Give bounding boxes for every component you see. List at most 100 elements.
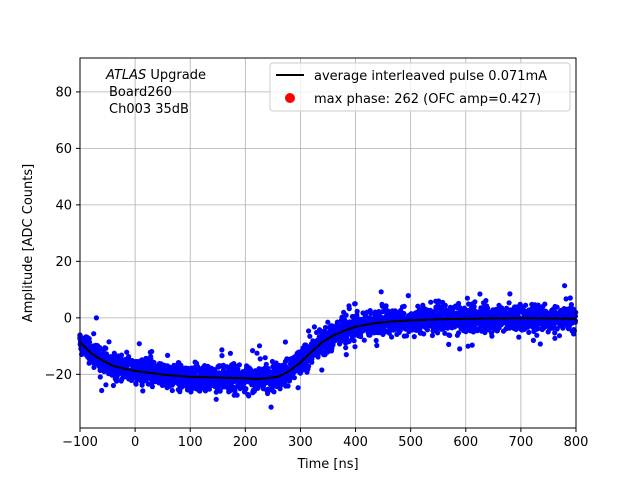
x-axis-label: Time [ns] (296, 457, 358, 472)
scatter-point (552, 330, 558, 336)
scatter-point (103, 345, 109, 351)
x-tick-label: 0 (131, 435, 139, 450)
y-tick-label: 80 (55, 85, 72, 100)
scatter-point (149, 384, 155, 390)
scatter-point (311, 324, 317, 330)
x-tick-label: 700 (508, 435, 533, 450)
scatter-point (169, 387, 175, 394)
scatter-point (136, 341, 142, 347)
y-tick-label: 40 (55, 198, 72, 213)
scatter-point (361, 337, 367, 343)
scatter-point (87, 339, 93, 345)
scatter-point (351, 338, 357, 344)
scatter-point (309, 359, 315, 365)
scatter-point (534, 332, 540, 338)
scatter-point (217, 388, 223, 394)
annotation-line-1: ATLAS Upgrade (105, 68, 206, 83)
scatter-point (343, 345, 349, 351)
x-tick-label: 500 (398, 435, 423, 450)
scatter-point (471, 303, 477, 310)
scatter-point (271, 389, 277, 395)
scatter-point (103, 382, 109, 388)
scatter-point (526, 329, 532, 335)
scatter-point (219, 353, 225, 359)
scatter-point (110, 382, 116, 389)
scatter-point (250, 348, 256, 354)
scatter-point (306, 328, 312, 334)
scatter-point (516, 334, 522, 340)
scatter-point (319, 367, 325, 373)
scatter-point (148, 354, 154, 360)
scatter-point (435, 330, 441, 336)
x-tick-label: 300 (288, 435, 313, 450)
annotation-line-3: Ch003 35dB (109, 102, 189, 117)
scatter-point (352, 344, 358, 350)
scatter-point (219, 347, 225, 353)
scatter-point (401, 303, 407, 309)
scatter-point (206, 386, 212, 392)
scatter-point (428, 299, 434, 305)
scatter-point (405, 293, 411, 299)
scatter-point (197, 388, 203, 394)
scatter-point (213, 396, 219, 402)
annotation-line-2: Board260 (109, 85, 172, 100)
scatter-point (140, 388, 146, 394)
x-tick-label: 600 (453, 435, 478, 450)
x-ticks: −100 0 100 200 300 400 500 600 700 800 (62, 428, 588, 450)
scatter-point (483, 298, 489, 304)
scatter-point (373, 337, 379, 344)
scatter-point (285, 383, 291, 389)
scatter-point (447, 332, 453, 338)
scatter-point (246, 393, 252, 399)
scatter-point (424, 327, 430, 333)
scatter-point (415, 303, 421, 309)
scatter-point (93, 315, 99, 321)
scatter-point (133, 380, 139, 386)
scatter-point (456, 330, 462, 336)
scatter-point (485, 305, 491, 311)
scatter-point (378, 289, 384, 295)
scatter-point (306, 363, 312, 369)
scatter-point (291, 375, 297, 381)
legend-entry-average: average interleaved pulse 0.071mA (314, 69, 547, 84)
y-tick-label: 20 (55, 255, 72, 270)
scatter-point (97, 374, 103, 380)
scatter-point (563, 296, 569, 302)
scatter-point (282, 339, 288, 345)
scatter-point (151, 359, 157, 366)
scatter-point (464, 295, 470, 301)
scatter-point (124, 349, 130, 355)
scatter-point (256, 343, 263, 349)
scatter-point (376, 309, 382, 315)
x-tick-label: 200 (233, 435, 258, 450)
scatter-point (457, 346, 463, 352)
scatter-point (91, 331, 97, 337)
y-tick-label: −20 (45, 368, 72, 383)
scatter-point (472, 299, 478, 305)
scatter-point (535, 302, 541, 308)
scatter-point (254, 350, 260, 356)
scatter-point (421, 331, 427, 337)
scatter-point (236, 362, 242, 368)
scatter-point (429, 332, 435, 339)
scatter-point (354, 308, 360, 314)
scatter-point (442, 330, 448, 336)
x-tick-label: −100 (62, 435, 98, 450)
scatter-point (469, 342, 475, 348)
scatter-point (477, 291, 483, 297)
scatter-point (383, 303, 389, 309)
scatter-point (389, 334, 395, 340)
scatter-point (552, 335, 558, 341)
y-tick-label: 60 (55, 142, 72, 157)
scatter-point (530, 337, 537, 343)
scatter-point (263, 361, 269, 367)
scatter-point (542, 301, 548, 307)
scatter-point (556, 333, 563, 339)
scatter-point (504, 305, 510, 311)
scatter-point (562, 283, 568, 289)
scatter-point (465, 343, 471, 349)
scatter-point (262, 355, 268, 361)
y-axis-label: Amplitude [ADC Counts] (21, 164, 36, 322)
legend-entry-max-phase: max phase: 262 (OFC amp=0.427) (314, 92, 541, 107)
